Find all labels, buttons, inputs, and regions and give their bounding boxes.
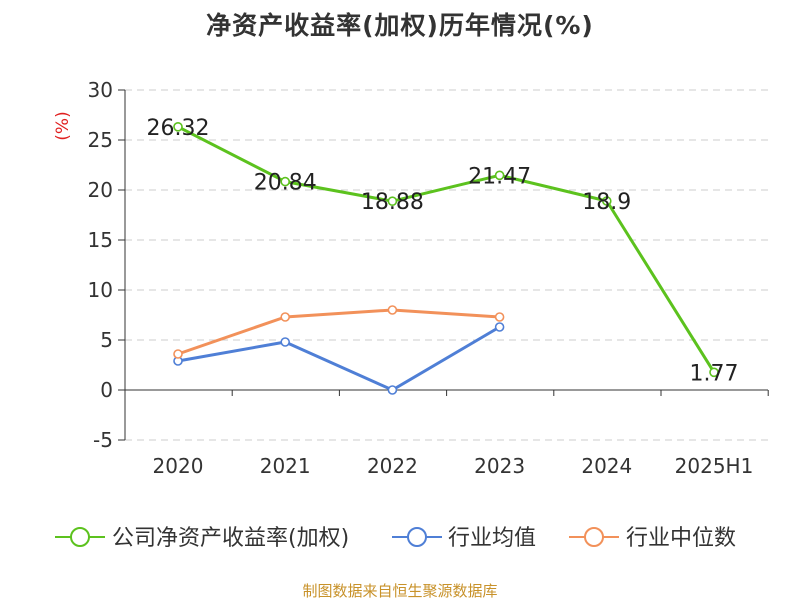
data-point <box>280 337 291 347</box>
x-tick-label: 2024 <box>581 454 632 478</box>
legend-swatch-marker <box>584 527 604 547</box>
data-source-note: 制图数据来自恒生聚源数据库 <box>302 582 498 600</box>
y-tick-label: 0 <box>100 378 113 402</box>
data-point <box>387 196 398 206</box>
data-label: 18.9 <box>582 190 631 215</box>
legend-swatch-marker <box>407 527 427 547</box>
y-tick-label: 5 <box>100 328 113 352</box>
legend-label: 行业均值 <box>448 526 536 551</box>
y-tick-label: 25 <box>88 128 113 152</box>
data-point <box>601 196 612 206</box>
data-label: 26.32 <box>147 116 210 141</box>
x-tick-label: 2025H1 <box>675 454 754 478</box>
data-point <box>494 170 505 181</box>
legend-label: 行业中位数 <box>626 526 736 551</box>
series-line-1 <box>177 125 716 374</box>
y-tick-label: -5 <box>93 428 113 452</box>
data-point <box>494 322 505 332</box>
data-point <box>709 367 719 378</box>
legend-label: 公司净资产收益率(加权) <box>112 526 349 551</box>
data-label: 20.84 <box>254 171 317 196</box>
data-point <box>280 176 291 187</box>
chart-title: 净资产收益率(加权)历年情况(%) <box>206 11 594 40</box>
series-line-2 <box>177 325 501 392</box>
data-point <box>173 349 183 359</box>
y-tick-label: 15 <box>88 228 113 252</box>
legend-swatch-marker <box>70 527 90 547</box>
y-tick-label: 30 <box>88 78 113 102</box>
data-point <box>494 312 505 322</box>
data-point <box>387 305 398 315</box>
data-point <box>280 312 291 322</box>
y-tick-label: 10 <box>88 278 113 302</box>
data-point <box>387 385 398 395</box>
x-tick-label: 2020 <box>153 454 204 478</box>
x-tick-label: 2023 <box>474 454 525 478</box>
x-tick-label: 2022 <box>367 454 418 478</box>
data-point <box>173 122 183 132</box>
y-axis-unit: (%) <box>53 111 73 140</box>
data-label: 1.77 <box>690 361 739 386</box>
data-label: 18.88 <box>361 190 424 215</box>
y-tick-label: 20 <box>88 178 113 202</box>
series-line-3 <box>177 308 500 356</box>
data-label: 21.47 <box>468 164 531 189</box>
x-tick-label: 2021 <box>260 454 311 478</box>
